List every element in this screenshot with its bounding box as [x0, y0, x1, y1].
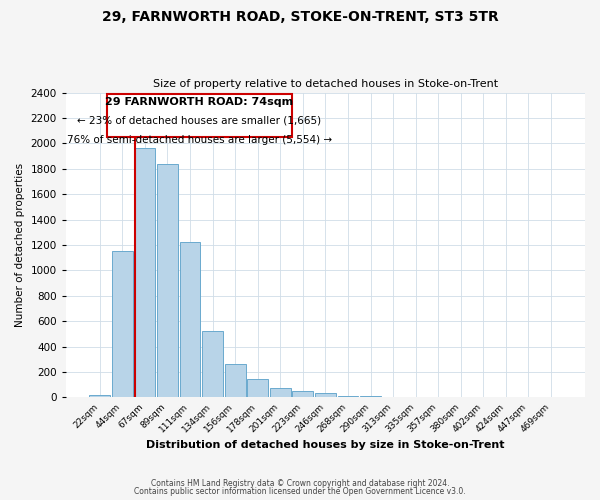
- Text: 76% of semi-detached houses are larger (5,554) →: 76% of semi-detached houses are larger (…: [67, 135, 332, 145]
- Bar: [89, 395, 110, 398]
- Text: 29, FARNWORTH ROAD, STOKE-ON-TRENT, ST3 5TR: 29, FARNWORTH ROAD, STOKE-ON-TRENT, ST3 …: [101, 10, 499, 24]
- Text: Contains public sector information licensed under the Open Government Licence v3: Contains public sector information licen…: [134, 487, 466, 496]
- Bar: [338, 396, 358, 398]
- Bar: [157, 164, 178, 398]
- Bar: [292, 392, 313, 398]
- X-axis label: Distribution of detached houses by size in Stoke-on-Trent: Distribution of detached houses by size …: [146, 440, 505, 450]
- Y-axis label: Number of detached properties: Number of detached properties: [15, 163, 25, 327]
- Bar: [225, 364, 245, 398]
- Bar: [134, 148, 155, 398]
- Bar: [360, 396, 381, 398]
- Title: Size of property relative to detached houses in Stoke-on-Trent: Size of property relative to detached ho…: [153, 79, 498, 89]
- Bar: [112, 252, 133, 398]
- Bar: [270, 388, 290, 398]
- Text: Contains HM Land Registry data © Crown copyright and database right 2024.: Contains HM Land Registry data © Crown c…: [151, 478, 449, 488]
- Bar: [179, 242, 200, 398]
- Bar: [202, 332, 223, 398]
- FancyBboxPatch shape: [107, 94, 292, 137]
- Bar: [247, 379, 268, 398]
- Bar: [315, 392, 336, 398]
- Text: ← 23% of detached houses are smaller (1,665): ← 23% of detached houses are smaller (1,…: [77, 116, 321, 126]
- Text: 29 FARNWORTH ROAD: 74sqm: 29 FARNWORTH ROAD: 74sqm: [105, 97, 293, 107]
